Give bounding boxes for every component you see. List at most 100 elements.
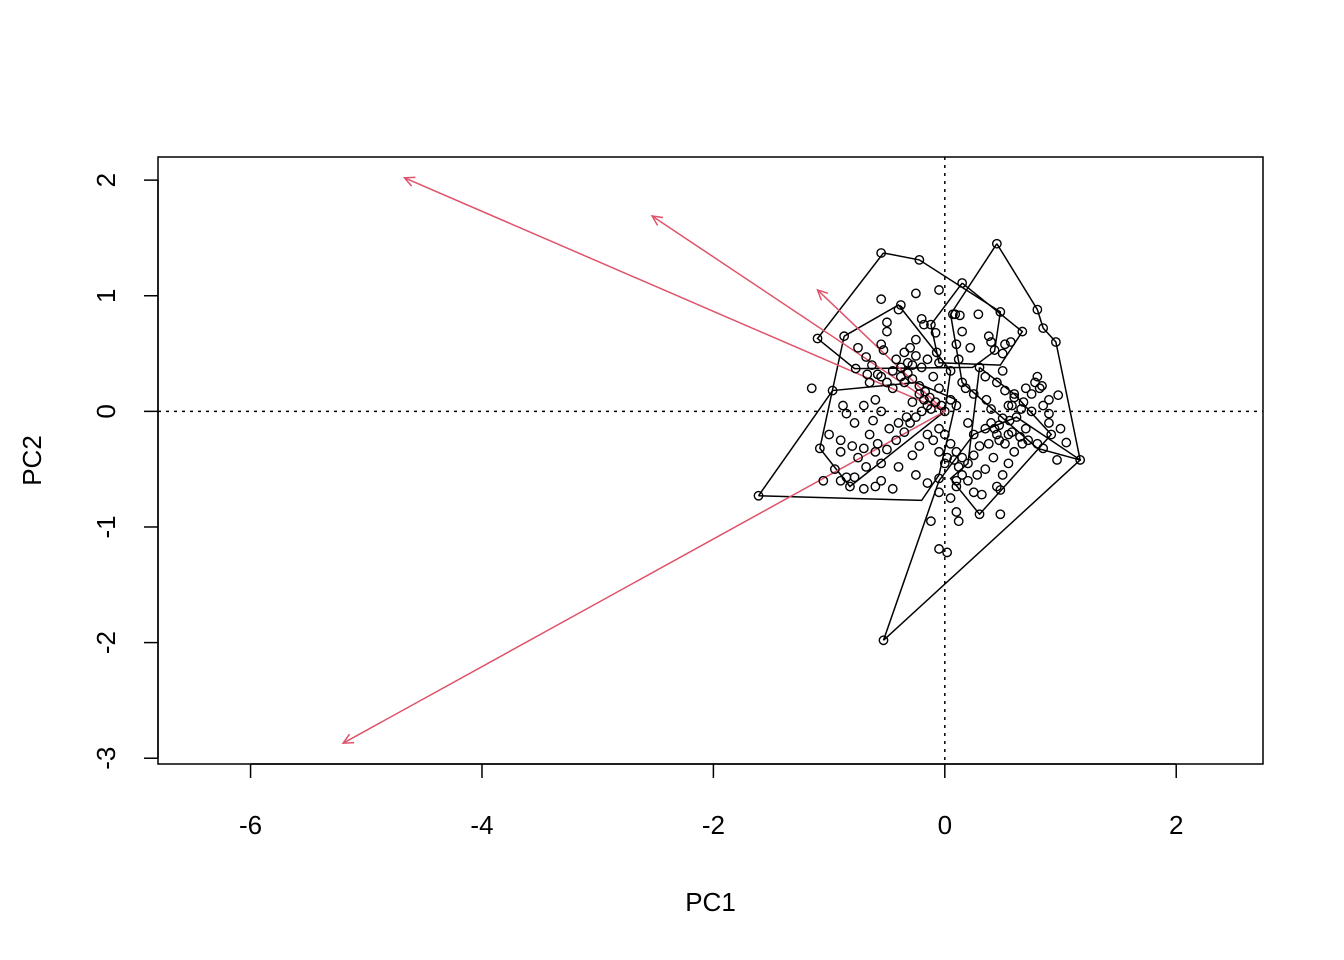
data-point (902, 357, 913, 368)
data-point (963, 458, 973, 469)
data-point (988, 452, 999, 463)
data-point (1026, 406, 1037, 417)
data-point (1032, 304, 1043, 315)
data-point (928, 435, 939, 446)
data-point (827, 385, 838, 396)
data-point (882, 326, 892, 337)
data-point (841, 408, 852, 419)
data-point (963, 475, 973, 486)
data-point (901, 412, 912, 423)
loading-arrowhead-4 (341, 733, 355, 745)
data-point (1000, 438, 1010, 449)
data-point (989, 423, 1000, 434)
data-point (945, 438, 956, 449)
x-tick-label: -6 (239, 810, 262, 840)
data-point (870, 394, 881, 405)
y-tick-label: -3 (91, 747, 121, 770)
data-point (876, 475, 887, 486)
data-point (997, 365, 1008, 376)
data-point (893, 418, 904, 428)
data-point (951, 481, 962, 492)
data-point (951, 400, 962, 411)
data-point (980, 371, 991, 382)
data-point (926, 404, 936, 414)
y-tick-label: -2 (91, 631, 121, 654)
data-point (926, 319, 936, 330)
data-point (806, 383, 817, 394)
data-point (931, 347, 942, 358)
data-point (864, 377, 875, 388)
y-tick-label: -1 (91, 515, 121, 538)
data-point (953, 516, 964, 527)
data-point (882, 317, 892, 328)
data-point (858, 443, 869, 454)
data-point (953, 354, 964, 365)
data-point (1011, 412, 1022, 423)
group-hull-7 (949, 366, 1053, 516)
data-point (882, 444, 892, 455)
data-point (1053, 390, 1064, 401)
data-point (1044, 408, 1054, 419)
loading-arrow-2 (651, 215, 946, 412)
data-point (995, 307, 1006, 317)
data-point (895, 300, 906, 310)
data-point (882, 377, 892, 388)
y-tick-label: 0 (91, 404, 121, 418)
data-point (951, 475, 962, 486)
data-point (934, 383, 944, 394)
data-point (847, 441, 858, 451)
data-point (1003, 458, 1014, 469)
data-point (945, 365, 956, 376)
data-point (910, 470, 921, 480)
data-point (930, 327, 941, 338)
data-point (876, 294, 887, 305)
data-point (1037, 381, 1047, 391)
data-point (893, 304, 904, 315)
data-point (939, 406, 950, 417)
data-point (1009, 389, 1020, 399)
data-point (953, 461, 964, 472)
data-point (1005, 337, 1016, 347)
data-point (942, 452, 953, 463)
data-point (991, 429, 1002, 440)
data-point (939, 458, 950, 469)
data-point (849, 472, 860, 483)
data-point (1055, 423, 1066, 434)
data-point (1038, 443, 1049, 454)
data-point (957, 452, 968, 463)
data-point (1044, 418, 1054, 428)
data-point (1000, 339, 1010, 350)
data-point (867, 360, 877, 371)
data-point (876, 339, 887, 350)
data-point (922, 354, 933, 365)
data-point (957, 278, 968, 288)
loading-arrowhead-2 (650, 215, 664, 226)
data-point (919, 319, 929, 330)
data-point (995, 485, 1006, 495)
data-point (818, 475, 829, 486)
data-point (989, 345, 1000, 355)
data-point (872, 369, 883, 380)
data-point (965, 342, 976, 353)
data-point (858, 483, 869, 494)
data-point (991, 377, 1002, 388)
data-point (980, 464, 991, 475)
data-point (1007, 400, 1017, 411)
data-point (926, 516, 936, 527)
group-hull-1 (816, 252, 1002, 370)
data-point (878, 345, 889, 355)
data-point (835, 446, 846, 457)
data-point (1017, 326, 1028, 337)
data-point (1020, 423, 1031, 434)
data-point (968, 389, 979, 399)
data-point (928, 371, 939, 382)
data-point (907, 360, 918, 371)
x-axis-title: PC1 (685, 887, 736, 917)
data-point (922, 478, 933, 488)
data-point (983, 331, 994, 342)
data-point (934, 285, 944, 295)
data-point (960, 383, 971, 394)
data-point (891, 354, 902, 365)
data-point (934, 423, 944, 434)
data-point (995, 509, 1006, 520)
